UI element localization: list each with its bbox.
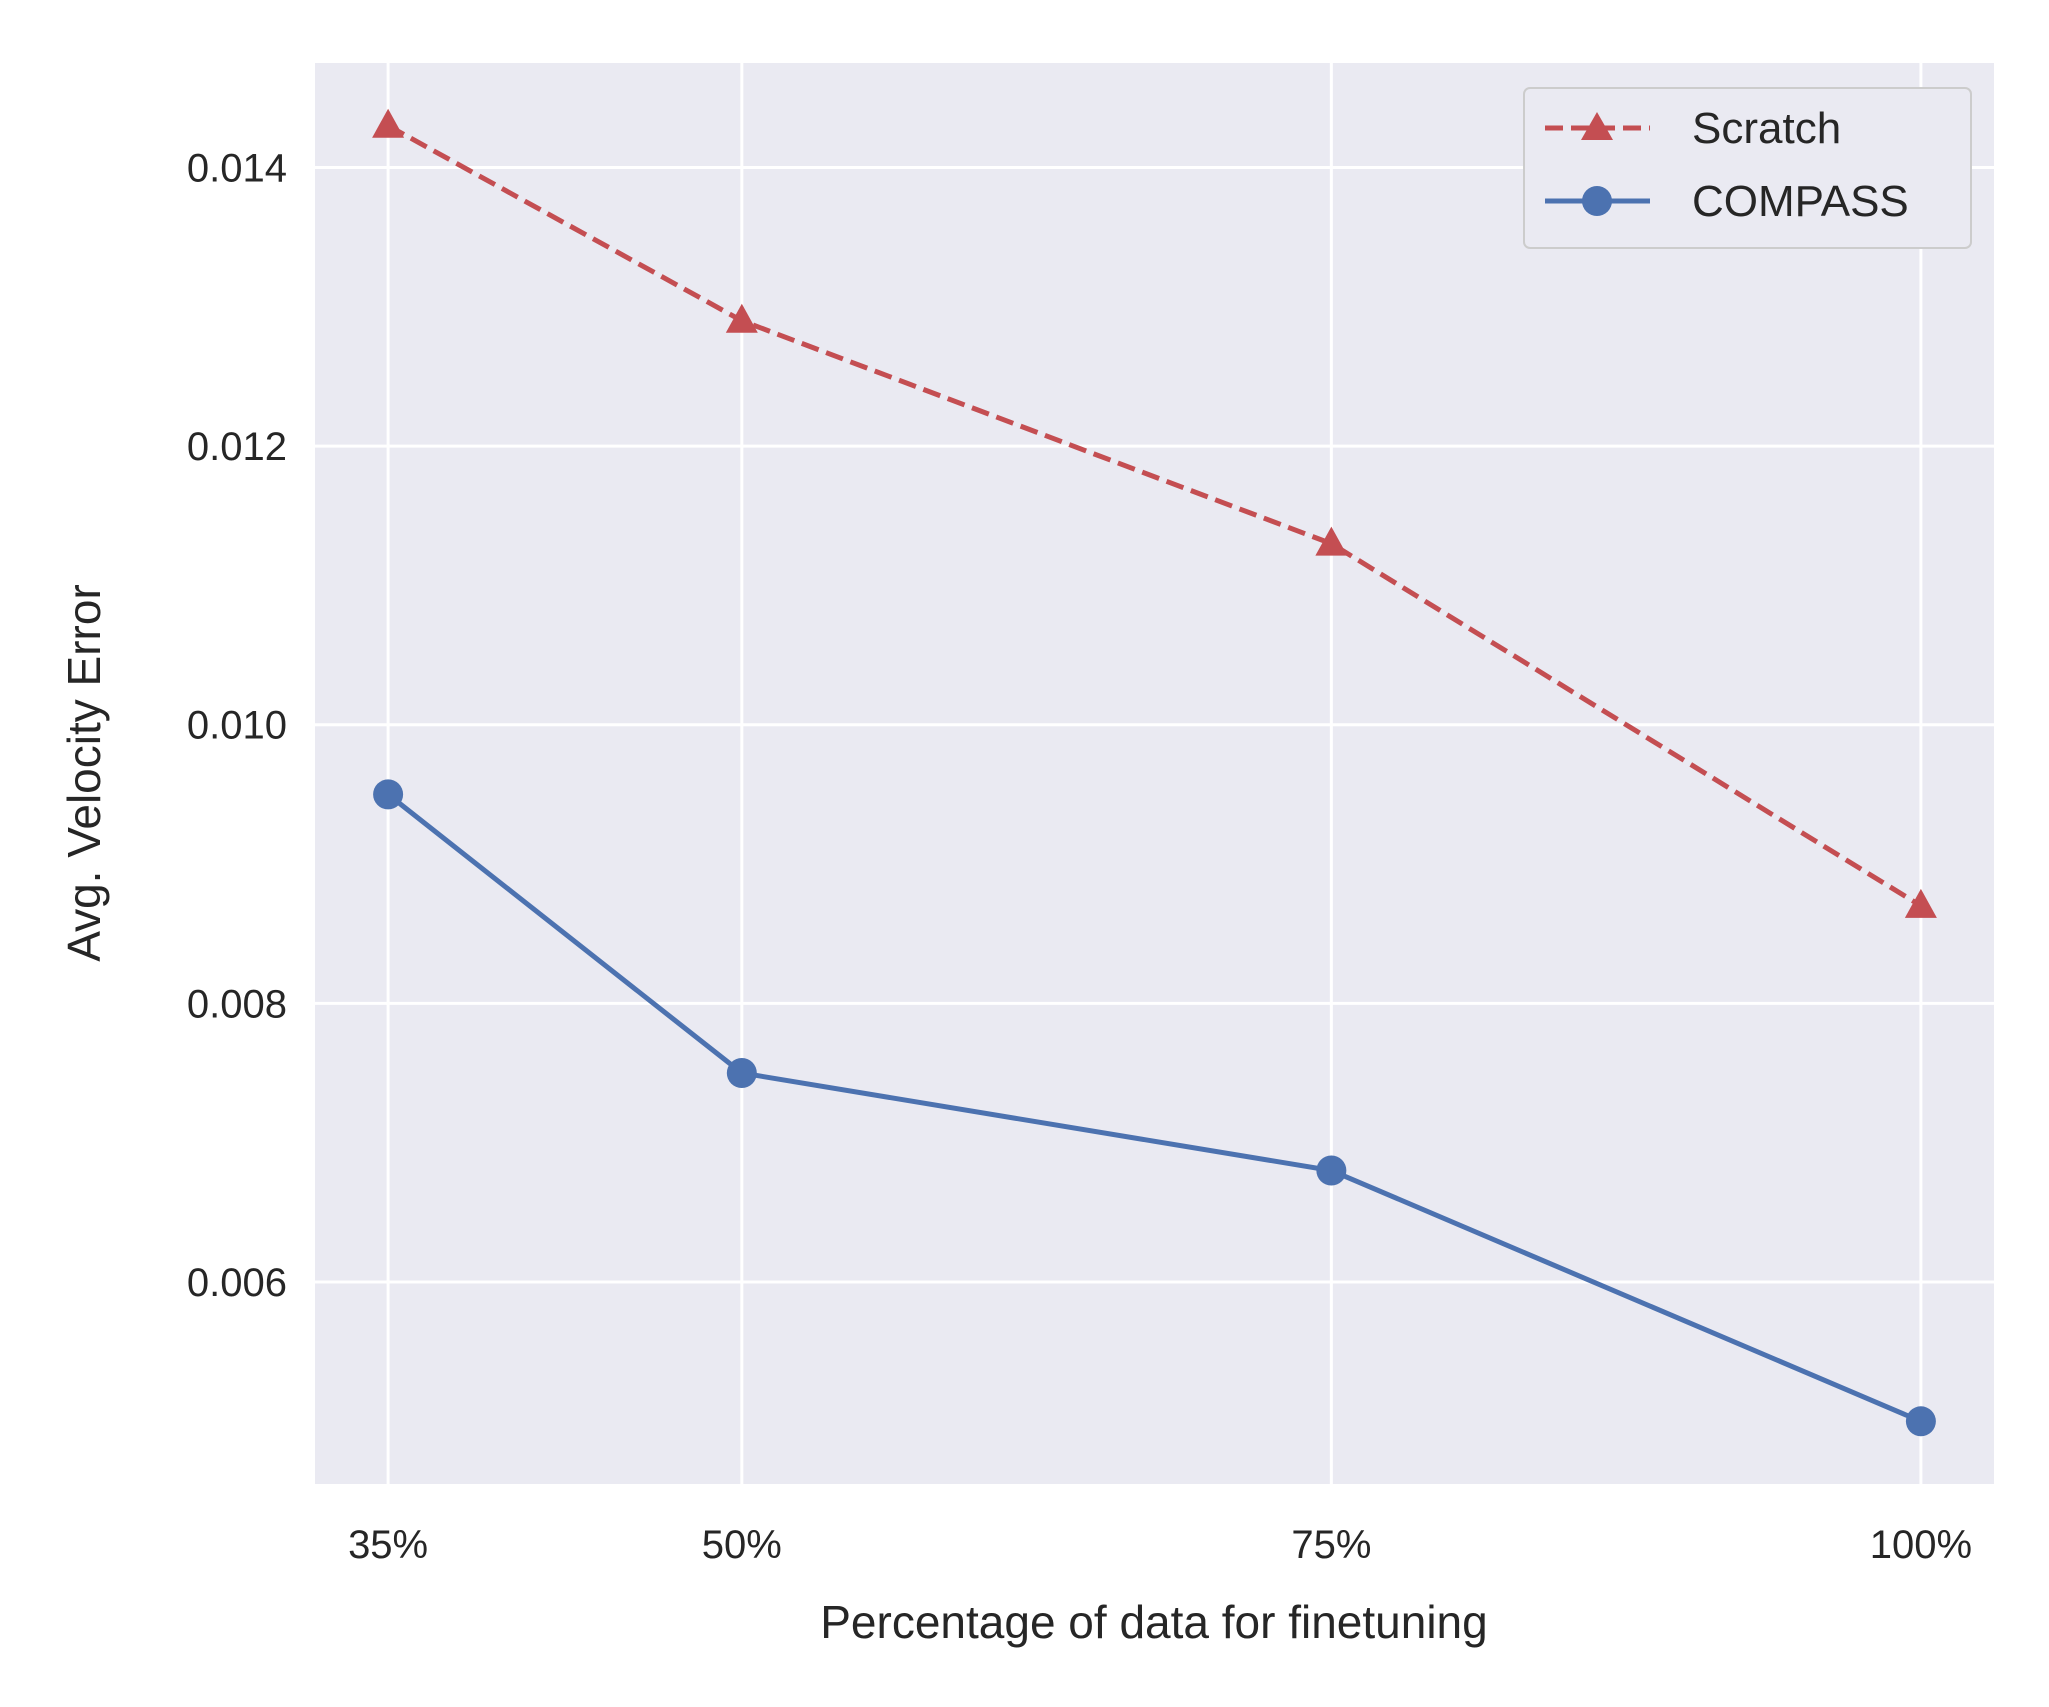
y-tick-label: 0.012 xyxy=(187,425,287,469)
data-point-compass xyxy=(373,779,404,810)
x-tick-label: 100% xyxy=(1870,1523,1972,1567)
series-line-compass xyxy=(386,792,1922,1424)
x-tick-label: 35% xyxy=(348,1523,428,1567)
data-point-scratch xyxy=(372,108,405,138)
legend: Scratch COMPASS xyxy=(1523,87,1972,249)
data-point-scratch xyxy=(725,303,758,333)
series-line-scratch xyxy=(386,123,1923,908)
x-tick-label: 50% xyxy=(702,1523,782,1567)
x-tick-label: 75% xyxy=(1291,1523,1371,1567)
grid xyxy=(315,63,1994,1484)
tick-labels: 0.006 0.008 0.010 0.012 0.014 35% 50% 75% 100% xyxy=(187,146,1972,1567)
y-tick-label: 0.006 xyxy=(187,1261,287,1305)
data-point-compass xyxy=(1905,1406,1936,1437)
legend-scratch-marker xyxy=(1581,112,1613,140)
data-point-compass xyxy=(1316,1155,1347,1186)
legend-compass-label: COMPASS xyxy=(1692,177,1909,226)
y-tick-label: 0.008 xyxy=(187,982,287,1026)
y-tick-label: 0.014 xyxy=(187,146,287,190)
plot-area xyxy=(315,63,1994,1484)
y-axis-label: Avg. Velocity Error xyxy=(58,584,110,962)
y-tick-label: 0.010 xyxy=(187,704,287,748)
legend-compass-marker xyxy=(1582,186,1612,216)
legend-scratch-label: Scratch xyxy=(1692,104,1841,153)
data-point-compass xyxy=(726,1058,757,1089)
series-layer xyxy=(372,108,1937,1437)
data-point-scratch xyxy=(1315,526,1348,556)
x-axis-label: Percentage of data for finetuning xyxy=(820,1596,1487,1648)
data-point-scratch xyxy=(1904,888,1937,918)
